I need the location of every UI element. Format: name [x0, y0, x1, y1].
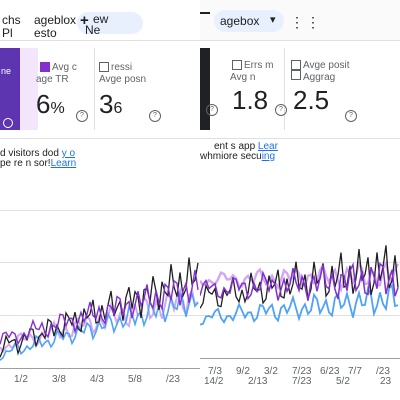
series-purple — [200, 261, 399, 301]
header-divider — [0, 40, 200, 41]
metric-label: Errs m — [244, 60, 274, 71]
header-divider — [200, 40, 400, 41]
cards-divider — [200, 138, 400, 139]
x-tick-label: /23 — [166, 374, 180, 385]
metric-value-suffix: % — [50, 100, 65, 117]
help-icon[interactable]: ? — [275, 104, 287, 116]
x-tick-label: /23 — [376, 366, 390, 377]
metric-checkbox[interactable] — [291, 70, 301, 80]
new-button-line1: ew — [93, 12, 109, 26]
tab-a[interactable]: chs Pl — [2, 14, 21, 40]
note-link[interactable]: y o — [61, 148, 76, 159]
metric-card-ctr-edge — [20, 48, 38, 130]
metric-value: 3 — [99, 89, 114, 119]
series-dark — [0, 257, 199, 358]
right-panel: agebox ▾ ⋮⋮ Errs m Avg n 1.8 ? Avge posi… — [200, 0, 400, 400]
metric-card-clicks[interactable]: ne — [0, 48, 20, 130]
tab-b-line2: esto — [34, 26, 57, 40]
metric-checkbox[interactable] — [40, 62, 50, 72]
tab-b[interactable]: ageblox esto — [34, 14, 76, 40]
metric-card-clicks-label: ne — [1, 66, 12, 76]
x-tick-label: 9/2 — [236, 366, 250, 377]
series-blue — [200, 283, 399, 326]
metric-sublabel: Avge posn — [99, 74, 147, 85]
learn-more-link[interactable]: Lear — [257, 141, 278, 152]
x-tick-label: 14/2 — [204, 376, 224, 387]
metric-card-position[interactable]: Avge posit Aggrag 2.5 ? ? — [275, 48, 361, 130]
new-button[interactable]: + ew Ne — [77, 12, 143, 37]
metric-value-suffix: 6 — [113, 100, 123, 117]
info-note: ent s app Lear — [214, 141, 278, 152]
metric-label: Avge posit — [303, 60, 350, 71]
metric-sublabel: age TR — [36, 74, 69, 85]
metric-label: ressi — [111, 62, 133, 73]
help-icon[interactable]: ? — [149, 110, 161, 122]
page-filter[interactable]: agebox ▾ — [214, 10, 284, 32]
series-light — [0, 287, 199, 354]
info-note: d visitors dod y o — [0, 148, 75, 159]
x-tick-label: 23 — [380, 376, 392, 387]
gridline — [200, 210, 400, 211]
note-link[interactable]: ing — [261, 151, 276, 162]
gridline — [0, 210, 200, 211]
series-light — [200, 260, 400, 294]
metric-sublabel: Aggrag — [303, 72, 336, 83]
cards-divider — [0, 138, 200, 139]
x-tick-label: 2/13 — [248, 376, 268, 387]
series-purple — [0, 269, 199, 346]
help-icon — [3, 118, 13, 128]
help-icon[interactable]: ? — [206, 104, 218, 116]
x-tick-label: 7/23 — [292, 376, 312, 387]
new-button-line2: Ne — [85, 23, 101, 37]
metric-value: 2.5 — [293, 85, 330, 115]
x-axis — [0, 368, 200, 369]
metric-card-position[interactable]: ressi Avge posn 36 ? — [94, 48, 161, 130]
x-axis — [200, 358, 400, 359]
metric-card-edge — [200, 48, 210, 130]
help-icon[interactable]: ? — [345, 110, 357, 122]
x-tick-label: 3/2 — [264, 366, 278, 377]
x-tick-label: 7/23 — [292, 366, 312, 377]
x-tick-label: 7/3 — [208, 366, 222, 377]
x-tick-label: 5/2 — [336, 376, 350, 387]
x-tick-label: 1/2 — [14, 374, 28, 385]
performance-chart[interactable] — [200, 240, 400, 360]
metric-sublabel: Avg n — [230, 72, 256, 83]
metric-value: 1.8 — [232, 85, 269, 115]
note-text: whmiore secu — [200, 151, 262, 162]
tab-b-line1: ageblox — [34, 13, 77, 27]
metric-checkbox[interactable] — [99, 62, 109, 72]
note-text: d visitors dod — [0, 148, 62, 159]
series-blue — [0, 290, 199, 361]
plus-icon: + — [80, 12, 89, 29]
x-tick-label: 4/3 — [90, 374, 104, 385]
menu-icon[interactable] — [200, 12, 210, 14]
x-tick-label: 7/7 — [348, 366, 362, 377]
note-text: pe re n sor! — [0, 158, 51, 169]
metric-card-errors[interactable]: Errs m Avg n 1.8 ? — [206, 48, 284, 130]
page-filter-label: agebox — [220, 14, 260, 28]
tab-a-line2: Pl — [2, 26, 13, 40]
more-vert-icon[interactable]: ⋮⋮ — [290, 14, 322, 30]
help-icon[interactable]: ? — [76, 110, 88, 122]
metric-label: Avg c — [52, 62, 77, 73]
x-tick-label: 5/8 — [128, 374, 142, 385]
learn-more-link[interactable]: Learn — [50, 158, 77, 169]
x-tick-label: 6/23 — [320, 366, 340, 377]
left-panel: chs Pl ageblox esto + ew Ne ne Avg c age… — [0, 12, 200, 385]
info-note-line2: pe re n sor!Learn — [0, 158, 76, 169]
chevron-down-icon: ▾ — [270, 14, 276, 26]
metric-card-ctr[interactable]: Avg c age TR 6% ? — [36, 48, 94, 130]
metric-value: 6 — [36, 89, 51, 119]
x-tick-label: 3/8 — [52, 374, 66, 385]
gridline — [200, 262, 400, 263]
metric-checkbox[interactable] — [232, 60, 242, 70]
gridline — [0, 262, 200, 263]
tab-a-line1: chs — [2, 13, 21, 27]
performance-chart[interactable] — [0, 250, 200, 370]
info-note-line2: whmiore secuing — [200, 151, 275, 162]
metric-checkbox[interactable] — [291, 60, 301, 70]
note-text: ent s app — [214, 141, 258, 152]
